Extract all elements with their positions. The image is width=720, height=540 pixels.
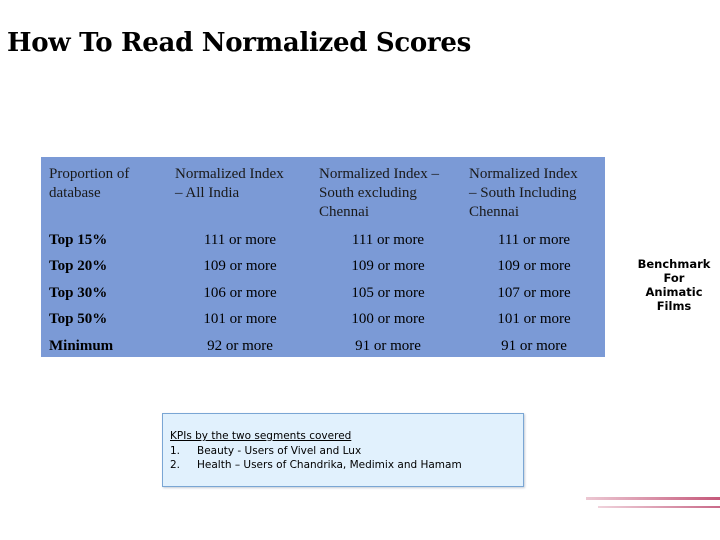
row-label: Top 20%: [49, 258, 108, 274]
header-line: South excluding: [319, 185, 417, 201]
row-label: Top 30%: [49, 285, 108, 301]
header-line: Chennai: [469, 204, 519, 220]
header-line: – All India: [175, 185, 240, 201]
benchmark-line: For: [663, 271, 685, 285]
benchmark-line: Benchmark: [637, 257, 711, 271]
benchmark-line: Films: [656, 299, 692, 313]
header-line: – South Including: [469, 185, 577, 201]
header-south-excluding-chennai: Normalized Index – South excluding Chenn…: [319, 165, 439, 222]
table-cell: 91 or more: [355, 338, 421, 354]
row-label: Top 50%: [49, 311, 108, 327]
row-label: Minimum: [49, 338, 114, 354]
header-proportion: Proportion of database: [49, 165, 129, 203]
kpi-note-item: 2. Health – Users of Chandrika, Medimix a…: [170, 458, 462, 472]
table-cell: 105 or more: [351, 285, 425, 301]
benchmark-line: Animatic: [645, 285, 703, 299]
table-cell: 101 or more: [497, 311, 571, 327]
table-cell: 111 or more: [497, 232, 571, 248]
kpi-item-number: 2.: [170, 459, 181, 471]
table-cell: 91 or more: [501, 338, 567, 354]
table-cell: 109 or more: [497, 258, 571, 274]
normalized-scores-table: Proportion of database Normalized Index …: [41, 157, 605, 357]
kpi-item-number: 1.: [170, 445, 181, 457]
header-south-including-chennai: Normalized Index – South Including Chenn…: [469, 165, 578, 222]
table-cell: 107 or more: [497, 285, 571, 301]
table-cell: 100 or more: [351, 311, 425, 327]
header-line: Proportion of: [49, 166, 130, 182]
header-line: Chennai: [319, 204, 369, 220]
table-cell: 106 or more: [203, 285, 277, 301]
table-cell: 109 or more: [351, 258, 425, 274]
kpi-note-box: KPIs by the two segments covered 1. Beaut…: [162, 413, 524, 487]
header-line: Normalized Index: [469, 166, 578, 182]
header-line: Normalized Index –: [319, 166, 439, 182]
table-cell: 111 or more: [351, 232, 425, 248]
header-all-india: Normalized Index – All India: [175, 165, 284, 203]
kpi-item-text: Health – Users of Chandrika, Medimix and…: [197, 459, 462, 471]
kpi-note-item: 1. Beauty - Users of Vivel and Lux: [170, 444, 361, 458]
decorative-stripe: [586, 497, 720, 500]
header-line: Normalized Index: [175, 166, 284, 182]
page-title: How To Read Normalized Scores: [7, 28, 471, 58]
table-cell: 101 or more: [203, 311, 277, 327]
decorative-stripe: [598, 506, 720, 508]
table-cell: 111 or more: [203, 232, 277, 248]
table-cell: 92 or more: [207, 338, 273, 354]
benchmark-label: Benchmark For Animatic Films: [632, 257, 716, 313]
header-line: database: [49, 185, 101, 201]
row-label: Top 15%: [49, 232, 108, 248]
kpi-note-title: KPIs by the two segments covered: [170, 430, 352, 442]
kpi-item-text: Beauty - Users of Vivel and Lux: [197, 445, 362, 457]
table-cell: 109 or more: [203, 258, 277, 274]
